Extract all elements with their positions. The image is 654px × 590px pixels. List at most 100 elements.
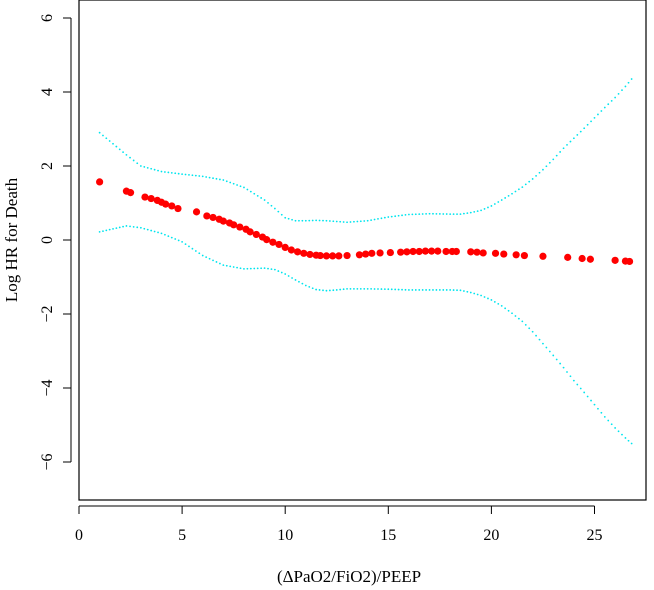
lower-ci-point: [600, 411, 603, 414]
upper-ci-point: [150, 167, 153, 170]
upper-ci-point: [132, 159, 135, 162]
estimate-point: [625, 257, 634, 266]
upper-ci-point: [201, 175, 204, 178]
upper-ci-point: [528, 180, 531, 183]
lower-ci-point: [208, 257, 211, 260]
upper-ci-point: [328, 220, 331, 222]
upper-ci-point: [487, 206, 489, 209]
upper-ci-point: [572, 137, 575, 140]
upper-ci-point: [184, 173, 187, 176]
upper-ci-point: [194, 174, 197, 177]
upper-ci-point: [531, 178, 534, 180]
upper-ci-point: [270, 204, 273, 207]
upper-ci-point: [524, 183, 527, 186]
lower-ci-point: [542, 342, 544, 345]
estimate-point: [500, 250, 508, 258]
upper-ci-point: [167, 171, 170, 174]
lower-ci-point: [425, 289, 428, 291]
lower-ci-point: [511, 312, 513, 315]
estimate-point: [96, 178, 104, 186]
lower-ci-point: [201, 254, 204, 257]
estimate-point: [512, 251, 520, 259]
y-tick-label: 4: [39, 88, 56, 96]
upper-ci-point: [164, 171, 166, 173]
upper-ci-point: [511, 192, 513, 195]
lower-ci-point: [524, 323, 527, 326]
estimate-point: [442, 247, 450, 256]
lower-ci-point: [191, 247, 194, 250]
lower-ci-point: [535, 334, 537, 337]
upper-ci-point: [139, 165, 142, 167]
upper-ci-point: [311, 219, 314, 222]
lower-ci-point: [139, 226, 142, 229]
upper-ci-point: [397, 214, 400, 217]
lower-ci-point: [177, 239, 180, 242]
upper-ci-point: [590, 120, 592, 123]
upper-ci-point: [125, 154, 128, 156]
lower-ci-point: [507, 309, 510, 312]
lower-ci-point: [466, 290, 469, 293]
lower-ci-point: [449, 289, 452, 291]
upper-ci-point: [463, 212, 465, 215]
upper-ci-point: [263, 199, 266, 201]
lower-ci-point: [480, 294, 482, 297]
lower-ci-point: [569, 375, 572, 378]
estimate-point: [322, 252, 331, 260]
lower-ci-point: [552, 354, 555, 357]
lower-ci-point: [304, 284, 307, 287]
upper-ci-point: [459, 213, 462, 216]
lower-ci-point: [404, 288, 407, 291]
upper-ci-point: [621, 89, 623, 92]
lower-ci-point: [236, 266, 238, 269]
lower-ci-point: [342, 288, 345, 291]
x-tick-label: 5: [178, 527, 186, 544]
lower-ci-point: [112, 228, 114, 230]
upper-ci-point: [205, 176, 208, 178]
lower-ci-point: [188, 245, 190, 248]
lower-ci-point: [380, 288, 383, 290]
y-tick-label: −2: [39, 305, 56, 322]
upper-ci-point: [401, 214, 403, 217]
upper-ci-point: [229, 181, 232, 184]
estimate-point: [246, 228, 254, 236]
upper-ci-point: [318, 219, 321, 222]
y-tick-label: 0: [39, 236, 56, 244]
estimate-point: [539, 252, 547, 260]
upper-ci-point: [542, 168, 544, 171]
confidence-band-layer: [98, 78, 633, 445]
lower-ci-point: [428, 289, 431, 291]
lower-ci-point: [593, 403, 596, 406]
upper-ci-point: [335, 220, 338, 223]
upper-ci-point: [504, 197, 507, 199]
upper-ci-point: [359, 220, 362, 223]
upper-ci-point: [576, 134, 579, 136]
lower-ci-point: [387, 288, 390, 291]
upper-ci-point: [476, 210, 479, 213]
lower-ci-point: [597, 407, 599, 410]
upper-ci-point: [383, 216, 386, 219]
estimate-point: [386, 248, 394, 257]
lower-ci-point: [438, 289, 441, 291]
upper-ci-point: [569, 140, 572, 143]
upper-ci-point: [322, 219, 324, 222]
lower-ci-point: [490, 299, 493, 301]
lower-ci-point: [545, 346, 548, 349]
lower-ci-point: [390, 288, 393, 291]
lower-ci-point: [294, 279, 297, 281]
estimate-point: [409, 247, 417, 256]
x-axis-title: (ΔPaO2/FiO2)/PEEP: [277, 567, 421, 586]
upper-ci-point: [287, 217, 290, 220]
lower-ci-point: [370, 288, 373, 290]
estimate-point: [192, 208, 201, 216]
estimate-point: [230, 221, 238, 229]
estimate-point-layer: [96, 178, 634, 266]
upper-ci-point: [129, 156, 131, 159]
upper-ci-point: [160, 170, 163, 173]
lower-ci-point: [349, 287, 352, 290]
lower-ci-point: [153, 230, 156, 233]
estimate-point: [421, 247, 430, 255]
x-tick-label: 25: [587, 527, 603, 544]
lower-ci-point: [205, 256, 208, 259]
upper-ci-point: [548, 161, 551, 164]
upper-ci-point: [102, 134, 104, 137]
